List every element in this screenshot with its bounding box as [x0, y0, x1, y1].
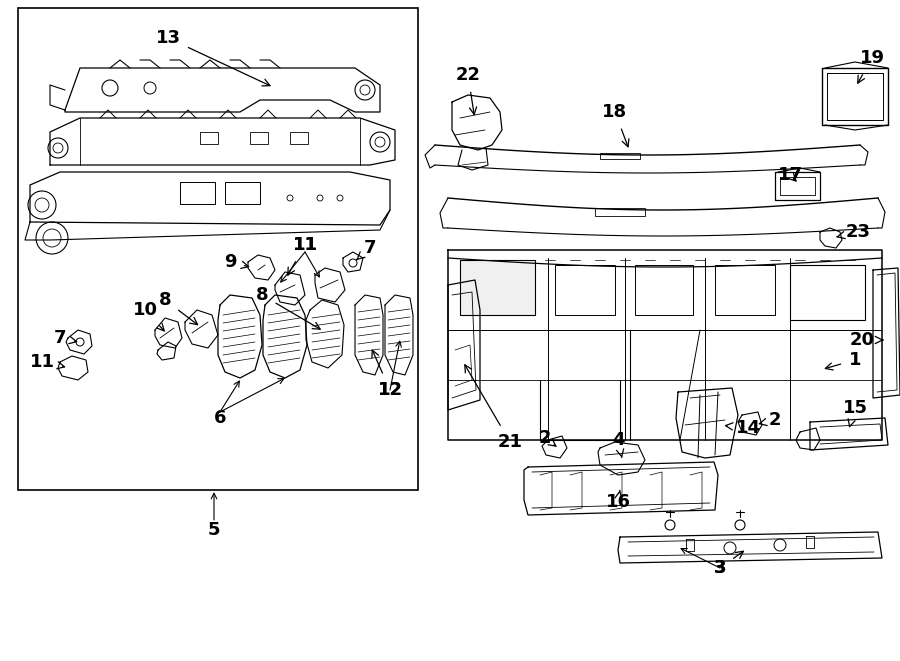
Text: 11: 11 [292, 236, 318, 254]
Text: 11: 11 [288, 236, 318, 275]
Text: 2: 2 [539, 429, 556, 447]
Text: 19: 19 [858, 49, 885, 83]
Text: 6: 6 [214, 409, 226, 427]
Text: 16: 16 [606, 490, 631, 511]
Text: 1: 1 [825, 351, 861, 370]
Bar [290, 132, 308, 144]
Text: 8: 8 [256, 286, 320, 329]
Bar [555, 265, 615, 315]
Bar [180, 182, 215, 204]
Bar [200, 132, 218, 144]
Bar [600, 153, 640, 159]
Text: 17: 17 [778, 166, 803, 184]
Text: 14: 14 [725, 419, 760, 437]
Text: 23: 23 [837, 223, 870, 241]
Text: 8: 8 [158, 291, 198, 325]
Text: 12: 12 [377, 381, 402, 399]
Text: 20: 20 [850, 331, 883, 349]
Text: 10: 10 [132, 301, 164, 331]
Text: 9: 9 [224, 253, 248, 271]
Text: 3: 3 [714, 559, 726, 577]
Text: 15: 15 [842, 399, 868, 426]
Bar [18, 8, 418, 490]
Text: 22: 22 [455, 66, 481, 114]
Text: 4: 4 [612, 431, 625, 457]
Text: 2: 2 [760, 411, 781, 429]
Bar [635, 265, 693, 315]
Bar [225, 182, 260, 204]
Bar [460, 260, 535, 315]
Bar [790, 265, 865, 320]
Text: 7: 7 [54, 329, 76, 347]
Text: 7: 7 [356, 239, 376, 260]
Bar [715, 265, 775, 315]
Text: 12: 12 [372, 350, 402, 399]
Text: 3: 3 [714, 551, 743, 577]
Bar [595, 208, 645, 216]
Text: 18: 18 [602, 103, 629, 147]
Text: 11: 11 [30, 353, 65, 371]
Text: 21: 21 [464, 365, 523, 451]
Bar [250, 132, 268, 144]
Text: 13: 13 [156, 29, 270, 86]
Text: 5: 5 [208, 521, 220, 539]
